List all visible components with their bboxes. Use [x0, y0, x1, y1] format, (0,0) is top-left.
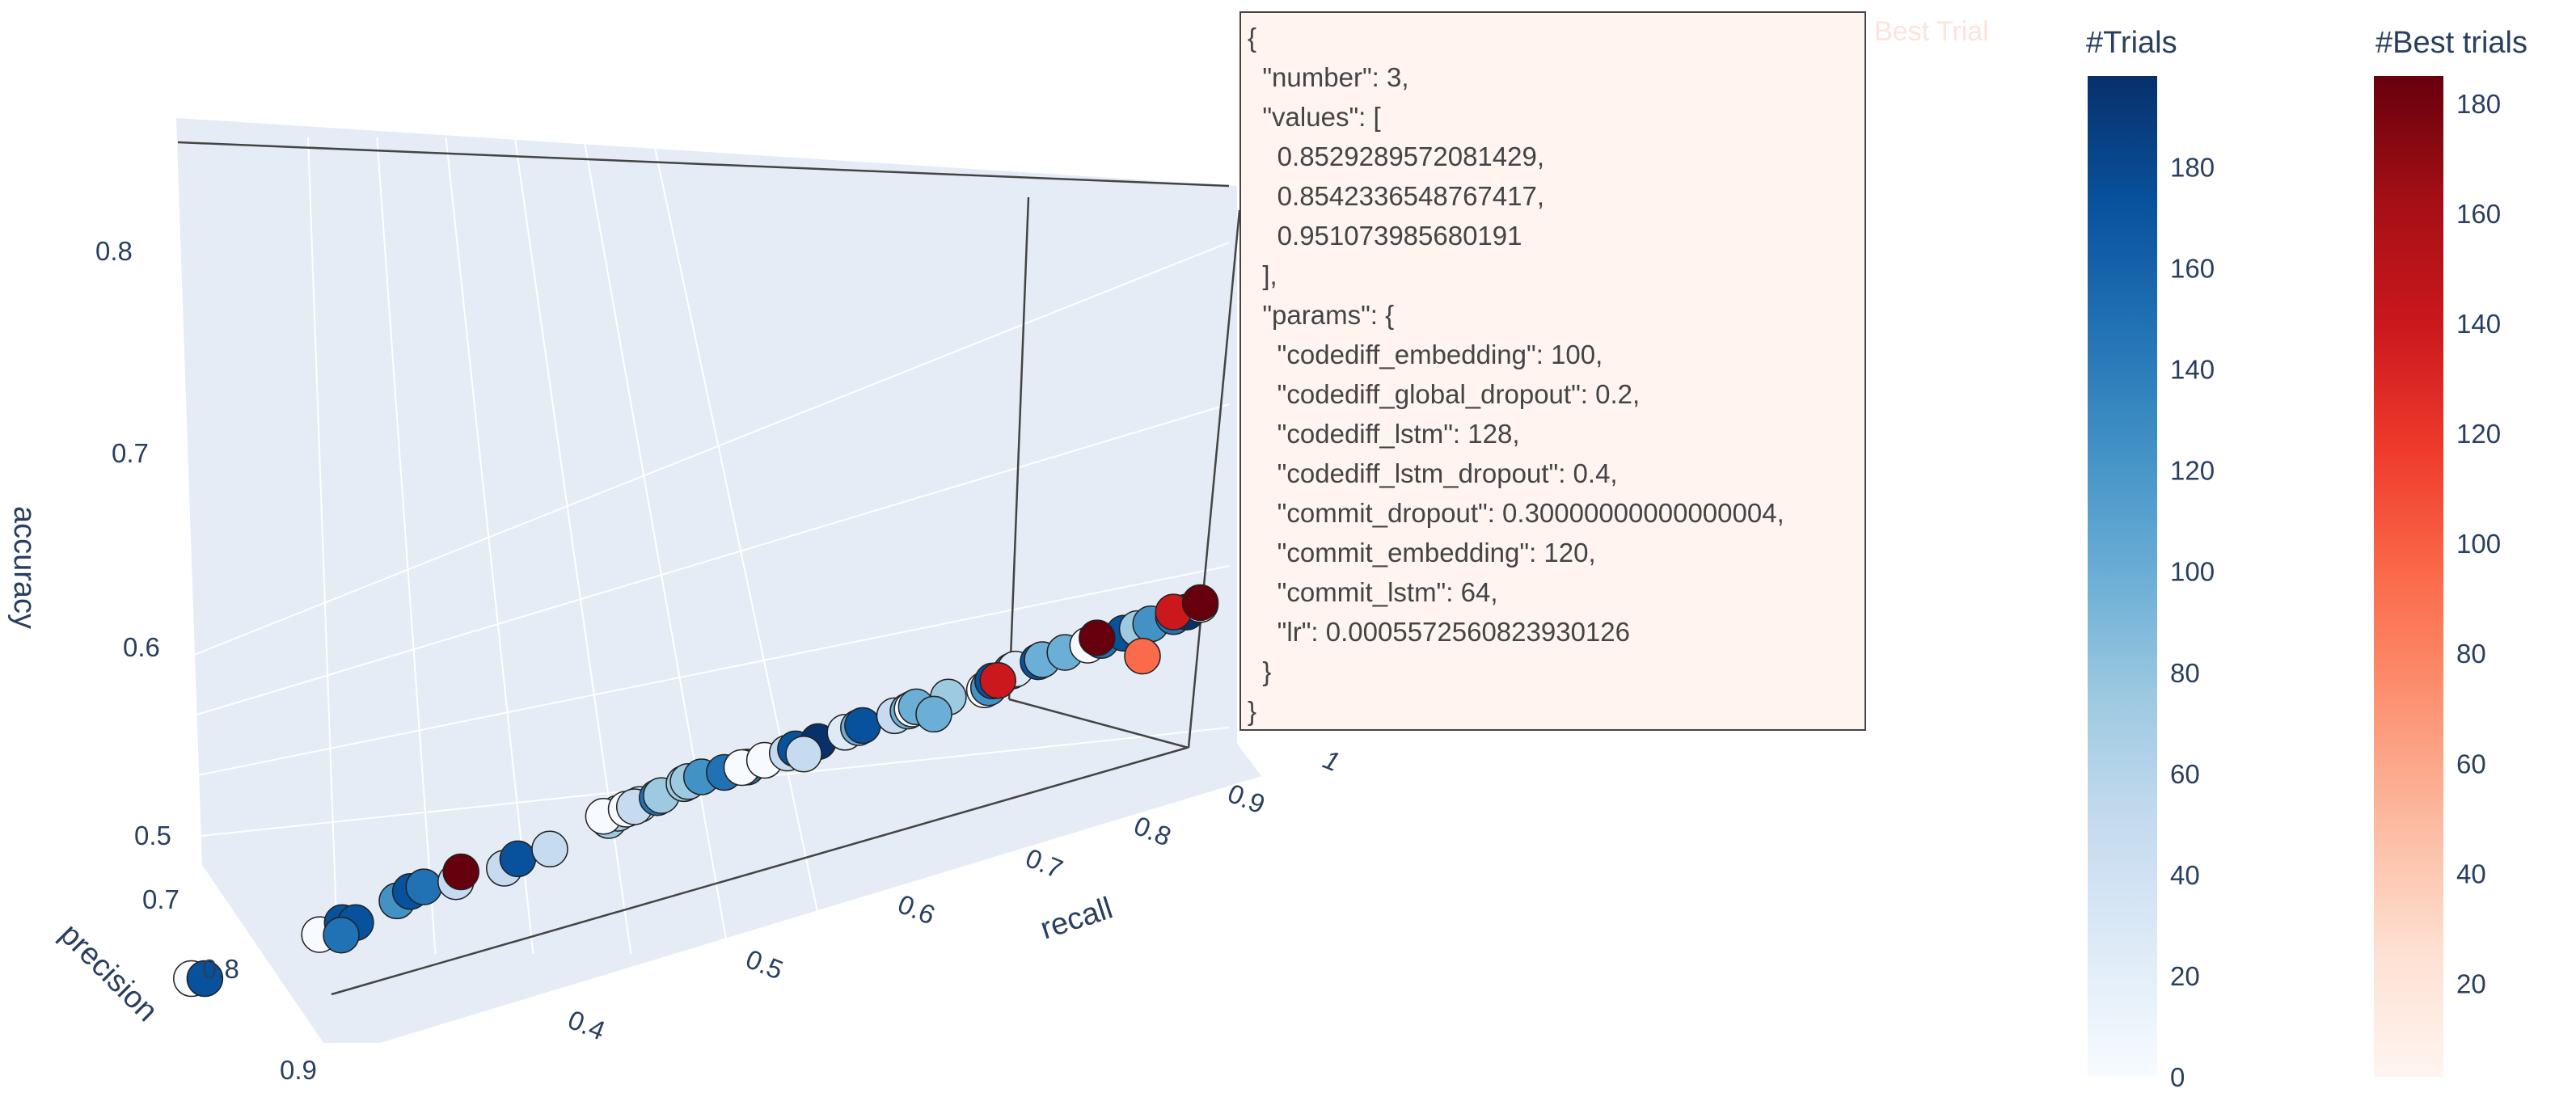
- best-trial-point[interactable]: [1124, 637, 1161, 675]
- box-edge-vertical-front: [1187, 209, 1241, 749]
- grid-line: [376, 137, 437, 955]
- x-tick-label: 0.8: [1130, 810, 1175, 851]
- colorbar-tick-label: 0: [2170, 1062, 2185, 1092]
- colorbar-best-trials-gradient: [2374, 76, 2443, 1077]
- floor-pane: [214, 744, 1261, 1043]
- colorbar-tick-label: 180: [2170, 153, 2215, 183]
- hover-line: "params": {: [1248, 300, 1395, 330]
- colorbar-tick-label: 120: [2170, 456, 2215, 486]
- colorbar-tick-label: 180: [2456, 89, 2501, 119]
- trial-point[interactable]: [405, 868, 442, 905]
- colorbar-tick-label: 40: [2170, 860, 2200, 890]
- hover-line: "commit_dropout": 0.30000000000000004,: [1248, 498, 1784, 528]
- grid-line: [193, 565, 1230, 777]
- hover-line: ],: [1248, 260, 1277, 290]
- colorbar-tick-label: 20: [2170, 961, 2200, 991]
- colorbar-tick-label: 160: [2170, 254, 2215, 284]
- colorbar-best-trials-ticks: 20 40 60 80 100 120 140 160 180: [2456, 89, 2501, 998]
- x-tick-label: 0.5: [741, 943, 787, 985]
- colorbar-tick-label: 140: [2456, 309, 2501, 339]
- hover-line: "codediff_global_dropout": 0.2,: [1248, 379, 1641, 409]
- hover-line: 0.8529289572081429,: [1248, 141, 1545, 171]
- trial-point[interactable]: [531, 830, 568, 868]
- z-tick-label: 0.5: [134, 821, 171, 850]
- best-trial-point[interactable]: [1079, 619, 1116, 656]
- grid-layer: [193, 137, 1230, 955]
- grid-line: [307, 137, 339, 955]
- colorbar-tick-label: 80: [2456, 639, 2486, 669]
- box-edge-top: [177, 141, 1230, 188]
- z-axis-title: accuracy: [7, 506, 41, 629]
- box-edge-floor-front: [331, 746, 1188, 996]
- colorbar-trials[interactable]: #Trials 0 20 40 60 80 100 120 140 160 180: [2086, 26, 2215, 1092]
- back-wall-pane: [176, 118, 1237, 841]
- box-edge-vertical-back: [1007, 196, 1030, 700]
- hover-line: "number": 3,: [1248, 62, 1409, 92]
- colorbar-tick-label: 100: [2170, 557, 2215, 587]
- trial-point[interactable]: [844, 707, 881, 745]
- hover-line: 0.8542336548767417,: [1248, 181, 1545, 211]
- best-trial-point[interactable]: [979, 661, 1016, 699]
- chart-title: Best Trial: [1874, 16, 1989, 47]
- y-axis-title: precision: [53, 918, 164, 1028]
- colorbar-tick-label: 40: [2456, 859, 2486, 888]
- colorbar-best-trials-title: #Best trials: [2375, 26, 2527, 60]
- grid-line: [583, 137, 730, 955]
- colorbar-tick-label: 160: [2456, 199, 2501, 229]
- hover-line: "codediff_lstm_dropout": 0.4,: [1248, 458, 1618, 488]
- grid-line: [445, 137, 534, 955]
- hover-line: 0.951073985680191: [1248, 221, 1522, 251]
- hover-line: {: [1248, 23, 1257, 53]
- hover-line: "lr": 0.0005572560823930126: [1248, 617, 1630, 647]
- x-tick-label: 0.4: [564, 1004, 609, 1045]
- trial-point[interactable]: [186, 960, 224, 998]
- x-axis-title: recall: [1037, 892, 1117, 947]
- hover-line: "codediff_embedding": 100,: [1248, 340, 1603, 369]
- box-edge-floor-back: [1008, 698, 1189, 749]
- z-tick-label: 0.7: [112, 438, 149, 468]
- colorbar-tick-label: 60: [2170, 759, 2200, 789]
- trial-point[interactable]: [915, 695, 952, 733]
- grid-line: [193, 242, 1230, 656]
- hover-line: "commit_lstm": 64,: [1248, 577, 1498, 607]
- trial-point[interactable]: [323, 916, 360, 954]
- colorbar-tick-label: 80: [2170, 658, 2200, 688]
- x-tick-label: 0.6: [893, 888, 939, 930]
- y-tick-label: 0.9: [280, 1055, 317, 1085]
- grid-line: [193, 403, 1230, 716]
- colorbar-tick-label: 100: [2456, 529, 2501, 559]
- hover-line: "commit_embedding": 120,: [1248, 538, 1596, 567]
- z-axis: 0.8 0.7 0.6 0.5 accuracy: [7, 236, 171, 850]
- hover-line: "values": [: [1248, 102, 1381, 132]
- colorbar-tick-label: 20: [2456, 968, 2486, 998]
- grid-line: [652, 137, 828, 955]
- points-layer[interactable]: [173, 584, 1219, 998]
- trial-point[interactable]: [499, 840, 537, 878]
- hover-line: }: [1248, 656, 1272, 686]
- x-tick-label: 0.7: [1021, 842, 1066, 884]
- trial-point[interactable]: [785, 736, 822, 773]
- y-tick-label: 0.7: [142, 884, 179, 914]
- z-tick-label: 0.6: [123, 632, 160, 662]
- colorbar-tick-label: 60: [2456, 749, 2486, 778]
- colorbar-best-trials[interactable]: #Best trials 20 40 60 80 100 120 140 160 180: [2374, 26, 2527, 1077]
- colorbar-trials-title: #Trials: [2086, 26, 2177, 60]
- colorbar-tick-label: 140: [2170, 355, 2215, 385]
- x-tick-label: 1: [1319, 744, 1344, 777]
- colorbar-tick-label: 120: [2456, 419, 2501, 449]
- best-trial-point[interactable]: [442, 853, 479, 891]
- z-tick-label: 0.8: [95, 236, 133, 266]
- best-trial-point[interactable]: [1181, 584, 1219, 622]
- y-tick-label: 0.8: [202, 954, 239, 984]
- hover-line: "codediff_lstm": 128,: [1248, 419, 1520, 449]
- scene-edges: [177, 141, 1241, 996]
- hover-tooltip: { "number": 3, "values": [ 0.85292895720…: [1239, 11, 1866, 731]
- colorbar-trials-ticks: 0 20 40 60 80 100 120 140 160 180: [2170, 153, 2215, 1093]
- hover-line: }: [1248, 696, 1257, 726]
- scene-background: [176, 118, 1261, 1043]
- colorbar-trials-gradient: [2088, 76, 2157, 1077]
